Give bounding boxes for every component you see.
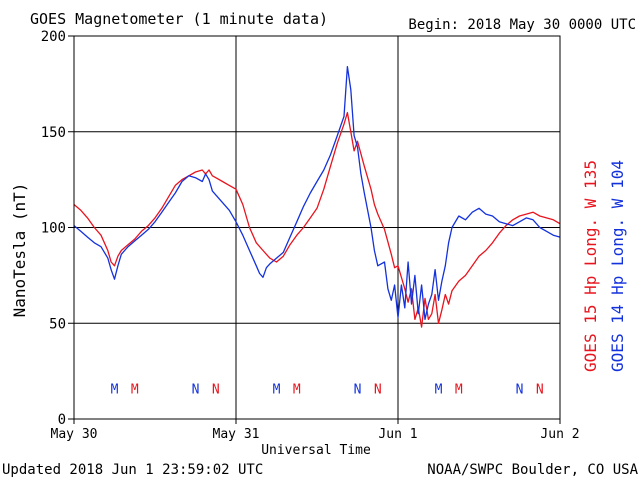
x-tick-label: May 31 (213, 427, 260, 442)
y-axis-label: NanoTesla (nT) (10, 183, 29, 318)
series-lines (73, 65, 561, 328)
y-tick-label: 50 (49, 316, 66, 332)
legend-goes14: GOES 14 Hp Long. W 104 (608, 160, 627, 372)
y-tick-label: 0 (58, 412, 66, 428)
marker-m: M (435, 382, 443, 397)
x-tick-label: Jun 1 (378, 427, 417, 442)
axes: 0 50 100 150 200 May 30 May 31 Jun 1 Jun 2 (41, 29, 580, 442)
marker-n: N (374, 382, 382, 397)
series-line-0 (73, 111, 561, 328)
marker-m: M (131, 382, 139, 397)
updated-timestamp: Updated 2018 Jun 1 23:59:02 UTC (2, 462, 263, 478)
x-tick-label: May 30 (51, 427, 98, 442)
y-tick-label: 200 (41, 29, 66, 45)
marker-n: N (212, 382, 220, 397)
marker-n: N (192, 382, 200, 397)
credit-label: NOAA/SWPC Boulder, CO USA (427, 462, 638, 478)
marker-m: M (273, 382, 281, 397)
marker-n: N (536, 382, 544, 397)
y-tick-label: 100 (41, 221, 66, 237)
x-tick-label: Jun 2 (540, 427, 579, 442)
x-axis-label: Universal Time (261, 443, 371, 458)
series-line-1 (73, 65, 561, 321)
y-tick-label: 150 (41, 125, 66, 141)
marker-m: M (111, 382, 119, 397)
marker-m: M (293, 382, 301, 397)
marker-n: N (354, 382, 362, 397)
chart-title: GOES Magnetometer (1 minute data) (30, 10, 328, 28)
begin-label: Begin: 2018 May 30 0000 UTC (408, 17, 636, 33)
legend-goes15: GOES 15 Hp Long. W 135 (581, 160, 600, 372)
marker-n: N (516, 382, 524, 397)
marker-m: M (455, 382, 463, 397)
